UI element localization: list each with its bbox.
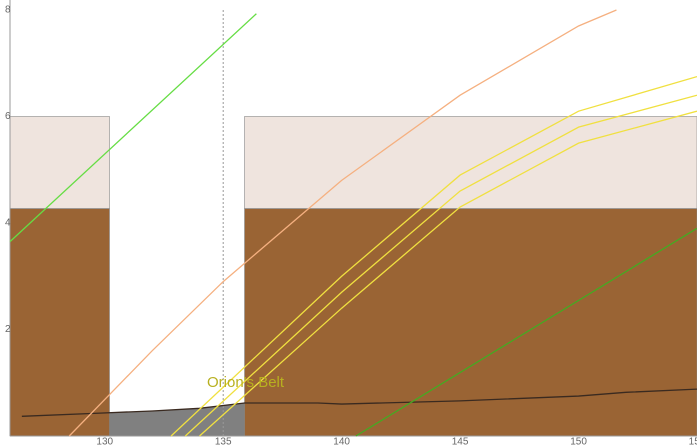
line: [184, 94, 697, 437]
line: [68, 9, 617, 437]
band: [9, 208, 110, 437]
annotation: Orion's Belt: [207, 374, 285, 391]
x-tick-label: 140: [333, 437, 350, 448]
y-tick-label: 8: [5, 5, 11, 16]
band: [244, 116, 697, 209]
x-tick-label: 135: [215, 437, 232, 448]
y-tick-label: 6: [5, 111, 11, 122]
line: [170, 75, 697, 437]
x-tick-label: 130: [96, 437, 113, 448]
x-tick-label: 150: [570, 437, 587, 448]
x-tick-label: 145: [452, 437, 469, 448]
line: [199, 110, 697, 437]
line: [21, 388, 697, 417]
y-tick-label: 4: [5, 218, 11, 229]
band: [244, 208, 697, 437]
x-tick-label: 155: [689, 437, 697, 448]
ground-area: [109, 402, 245, 436]
line: [355, 227, 697, 437]
y-tick-label: 2: [5, 324, 11, 335]
line: [9, 13, 257, 243]
band: [9, 116, 110, 209]
